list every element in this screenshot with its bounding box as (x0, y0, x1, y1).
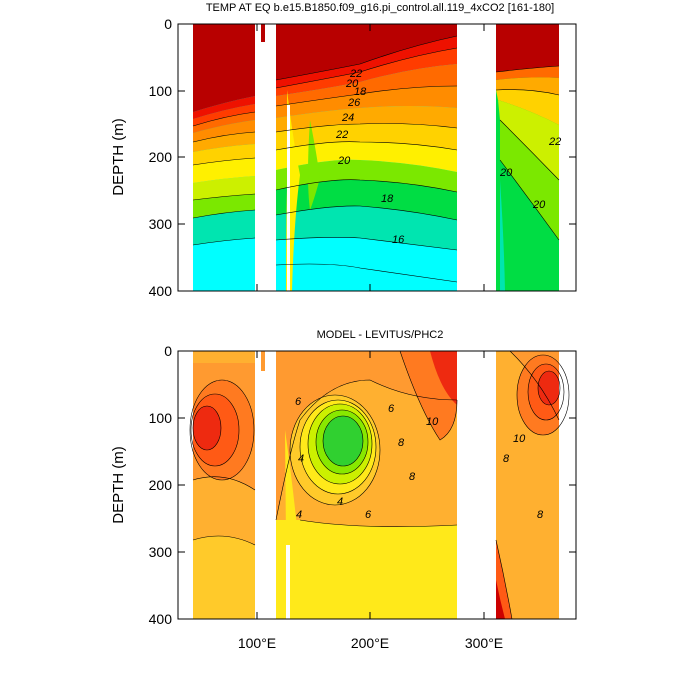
top-contour-field (178, 24, 576, 291)
top-east-block (496, 24, 559, 291)
bottom-panel: MODEL - LEVITUS/PHC2 (110, 329, 577, 651)
top-label-22c: 22 (548, 136, 561, 148)
bottom-indian-block (190, 351, 255, 619)
bottom-ytick-400: 400 (149, 611, 173, 627)
top-label-18: 18 (354, 86, 367, 98)
xtick-300E: 300°E (465, 635, 503, 651)
bottom-contour-labels: 6 6 10 8 10 4 4 4 6 8 8 8 (295, 396, 544, 521)
top-label-20b: 20 (337, 155, 351, 167)
top-ytick-0: 0 (164, 16, 172, 32)
bottom-label-10: 10 (426, 416, 439, 428)
top-label-20: 20 (345, 78, 359, 90)
top-contour-lines (192, 35, 560, 283)
bottom-label-8b: 8 (503, 453, 510, 465)
bottom-label-6c: 6 (365, 509, 372, 521)
top-ylabel: DEPTH (m) (110, 118, 127, 196)
bottom-ytick-200: 200 (149, 477, 173, 493)
top-label-20c: 20 (499, 167, 513, 179)
bottom-label-4: 4 (298, 453, 304, 465)
top-panel: TEMP AT EQ b.e15.B1850.f09_g16.pi_contro… (110, 2, 577, 299)
xtick-100E: 100°E (238, 635, 276, 651)
xtick-200E: 200°E (351, 635, 389, 651)
top-ytick-300: 300 (149, 216, 173, 232)
top-ytick-100: 100 (149, 83, 173, 99)
bottom-label-6b: 6 (388, 403, 395, 415)
bottom-contour-field (178, 351, 576, 619)
top-label-16: 16 (392, 234, 405, 246)
bottom-panel-title: MODEL - LEVITUS/PHC2 (317, 329, 444, 341)
bottom-ylabel: DEPTH (m) (110, 446, 127, 524)
bottom-ticks (178, 350, 576, 620)
bottom-label-8d: 8 (409, 471, 416, 483)
bottom-label-8: 8 (398, 437, 405, 449)
top-label-20d: 20 (532, 199, 546, 211)
top-label-18b: 18 (381, 193, 394, 205)
top-label-22b: 22 (335, 129, 348, 141)
bottom-contour-lines (189, 351, 570, 619)
bottom-label-4c: 4 (296, 509, 302, 521)
top-ytick-400: 400 (149, 283, 173, 299)
bottom-ytick-0: 0 (164, 343, 172, 359)
bottom-ytick-100: 100 (149, 410, 173, 426)
bottom-label-6: 6 (295, 396, 302, 408)
bottom-east-block (496, 351, 569, 619)
top-panel-title: TEMP AT EQ b.e15.B1850.f09_g16.pi_contro… (206, 2, 554, 14)
top-label-22: 22 (349, 68, 362, 80)
top-indian-block (193, 24, 255, 291)
bottom-label-10b: 10 (513, 433, 526, 445)
bottom-pacific-block (276, 351, 457, 619)
top-contour-labels: 22 20 18 26 24 22 20 18 16 20 22 20 (335, 68, 561, 246)
bottom-label-4b: 4 (337, 496, 343, 508)
top-label-26: 26 (347, 97, 361, 109)
top-label-24: 24 (341, 112, 354, 124)
bottom-ytick-300: 300 (149, 544, 173, 560)
top-ytick-200: 200 (149, 149, 173, 165)
top-pacific-block (276, 24, 457, 291)
bottom-label-8c: 8 (537, 509, 544, 521)
top-yticks (178, 23, 576, 292)
